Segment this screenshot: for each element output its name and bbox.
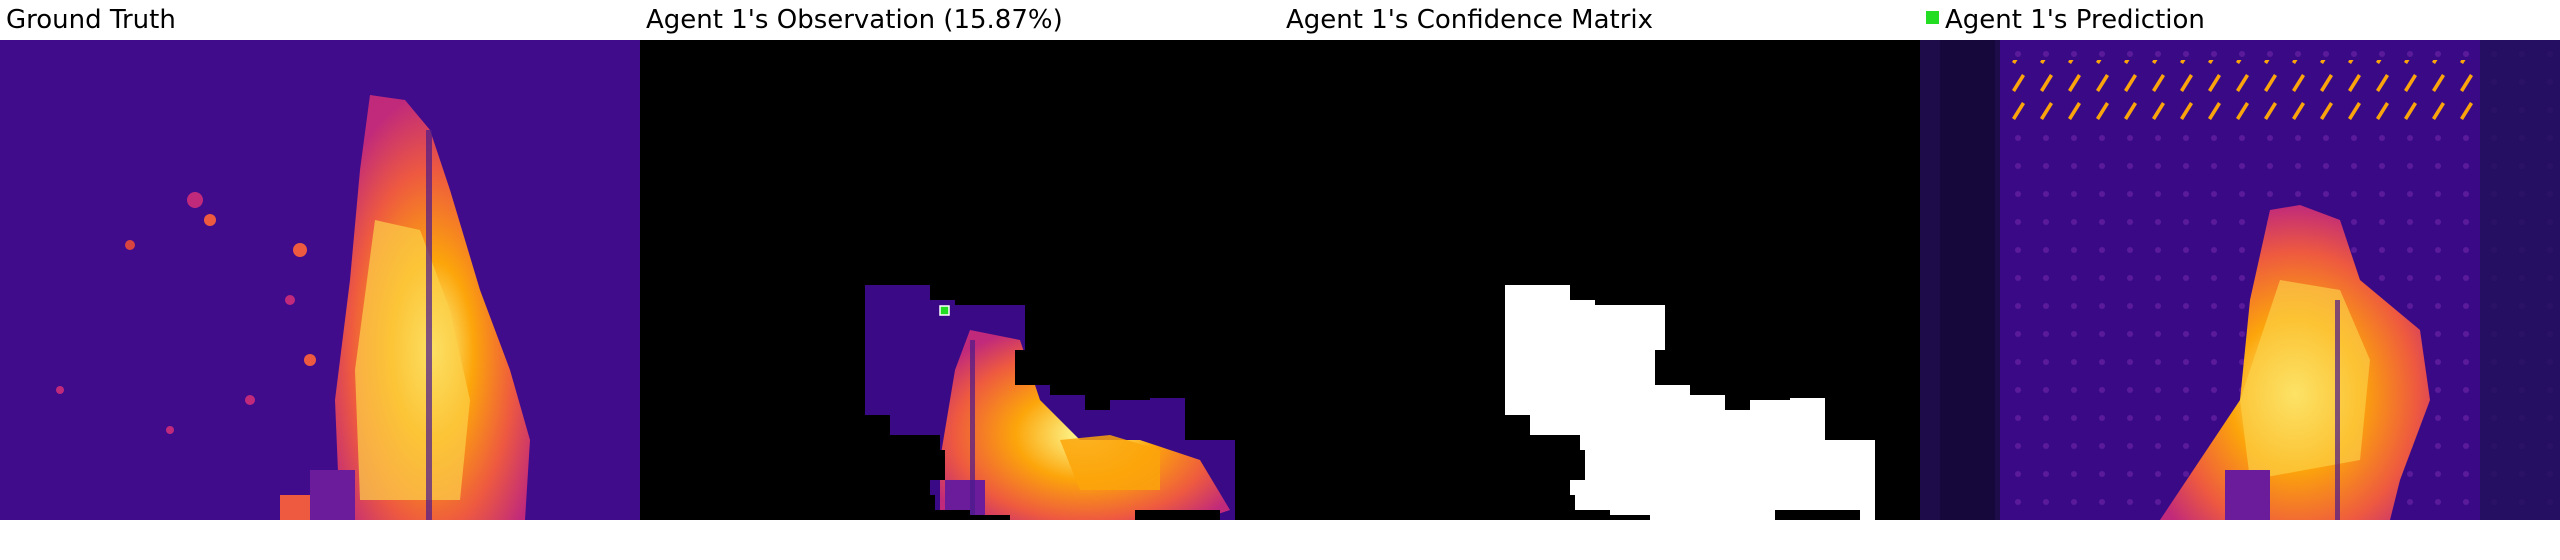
ground-truth-heatmap: [0, 40, 640, 520]
confidence-panel: Agent 1's Confidence Matrix: [1280, 0, 1920, 520]
ground-truth-title: Ground Truth: [6, 5, 176, 35]
prediction-title-text: Agent 1's Prediction: [1945, 5, 2205, 35]
agent-legend-swatch: [1926, 11, 1939, 24]
observation-heatmap: [640, 40, 1280, 520]
ground-truth-panel: Ground Truth: [0, 0, 640, 520]
observation-title: Agent 1's Observation (15.87%): [646, 5, 1063, 35]
confidence-title: Agent 1's Confidence Matrix: [1286, 5, 1654, 35]
prediction-title: Agent 1's Prediction: [1926, 2, 2205, 38]
agent-marker: [939, 305, 950, 316]
prediction-panel: Agent 1's Prediction: [1920, 0, 2560, 520]
observation-panel: Agent 1's Observation (15.87%): [640, 0, 1280, 520]
confidence-matrix: [1280, 40, 1920, 520]
prediction-heatmap: [1920, 40, 2560, 520]
